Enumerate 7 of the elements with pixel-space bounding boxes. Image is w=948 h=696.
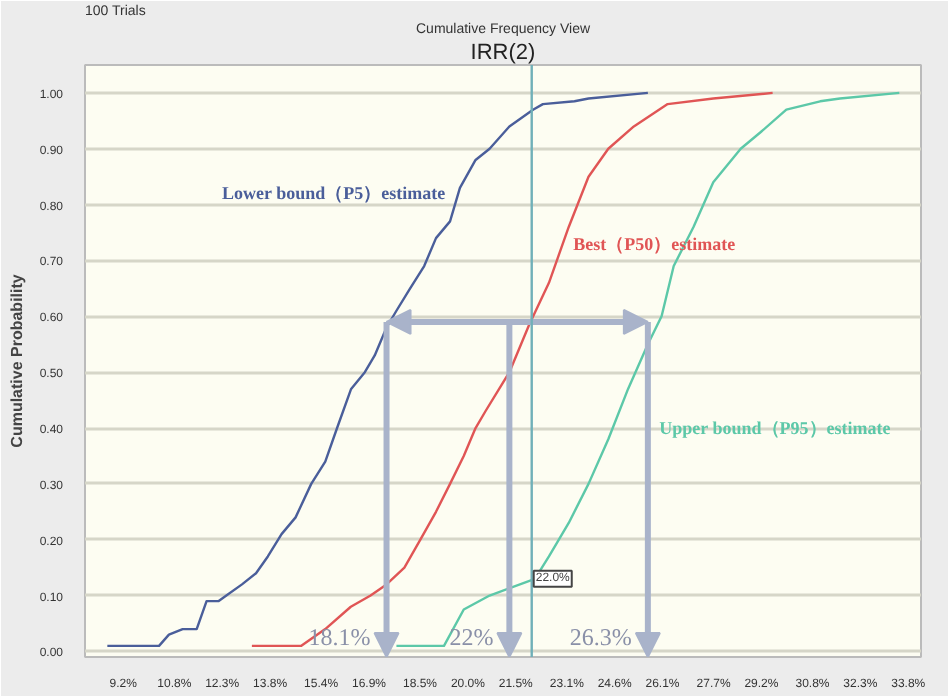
annotation: 18.1% <box>308 623 371 651</box>
series-label: Lower bound（P5）estimate <box>222 183 446 204</box>
annotation: 22% <box>449 623 494 651</box>
annotation: 26.3% <box>569 623 632 651</box>
y-axis-title: Cumulative Probability <box>7 273 26 448</box>
text: Upper bound（P95）estimate <box>659 418 891 439</box>
chart-subtitle: IRR(2) <box>470 41 536 65</box>
